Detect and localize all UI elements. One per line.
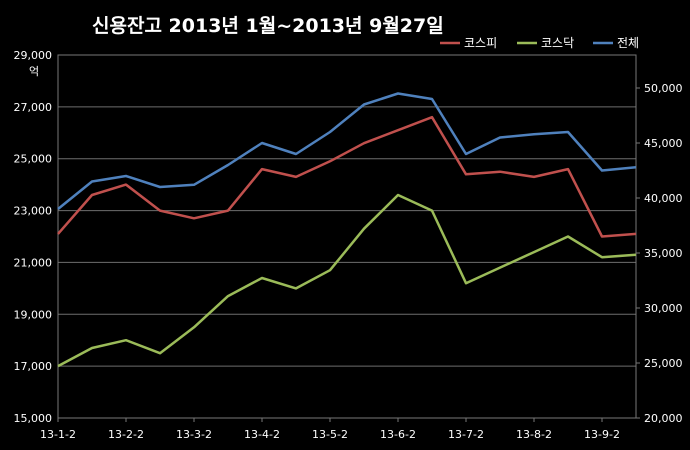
- left-tick-label: 17,000: [14, 360, 53, 373]
- legend-label: 코스피: [464, 36, 497, 50]
- left-tick-label: 25,000: [14, 153, 53, 166]
- x-tick-label: 13-7-2: [448, 428, 484, 441]
- right-tick-label: 40,000: [644, 192, 683, 205]
- legend-label: 코스닥: [541, 36, 574, 50]
- right-tick-label: 25,000: [644, 357, 683, 370]
- left-tick-label: 27,000: [14, 101, 53, 114]
- legend: 코스피 코스닥 전체: [440, 36, 639, 50]
- left-tick-label: 23,000: [14, 205, 53, 218]
- x-tick-label: 13-6-2: [380, 428, 416, 441]
- series-line-2: [57, 193, 637, 368]
- plot-area: [57, 54, 637, 419]
- x-tick-label: 13-4-2: [244, 428, 280, 441]
- right-tick-label: 20,000: [644, 412, 683, 425]
- left-axis-unit: 억: [29, 65, 39, 78]
- right-tick-label: 50,000: [644, 82, 683, 95]
- x-tick-label: 13-5-2: [312, 428, 348, 441]
- right-tick-label: 35,000: [644, 247, 683, 260]
- gridlines: [58, 54, 636, 419]
- x-tick-label: 13-1-2: [40, 428, 76, 441]
- x-tick-label: 13-2-2: [108, 428, 144, 441]
- x-axis: 13-1-2 13-2-2 13-3-2 13-4-2 13-5-2 13-6-2 13-7…: [40, 418, 620, 441]
- series-lines: [57, 92, 637, 368]
- x-tick-label: 13-8-2: [516, 428, 552, 441]
- series-line-1: [57, 115, 637, 238]
- right-tick-label: 45,000: [644, 137, 683, 150]
- left-tick-label: 19,000: [14, 308, 53, 321]
- left-tick-label: 29,000: [14, 49, 53, 62]
- right-tick-label: 30,000: [644, 302, 683, 315]
- series-line-3: [57, 92, 637, 210]
- legend-label: 전체: [617, 36, 639, 50]
- x-tick-label: 13-3-2: [176, 428, 212, 441]
- right-axis: 20,000 25,000 30,000 35,000 40,000 45,000 50,0…: [636, 82, 683, 425]
- x-tick-label: 13-9-2: [584, 428, 620, 441]
- left-axis: 15,000 17,000 19,000 21,000 23,000 25,000 27,0…: [14, 49, 53, 425]
- chart-title: 신용잔고 2013년 1월~2013년 9월27일: [92, 15, 444, 37]
- left-tick-label: 21,000: [14, 256, 53, 269]
- left-tick-label: 15,000: [14, 412, 53, 425]
